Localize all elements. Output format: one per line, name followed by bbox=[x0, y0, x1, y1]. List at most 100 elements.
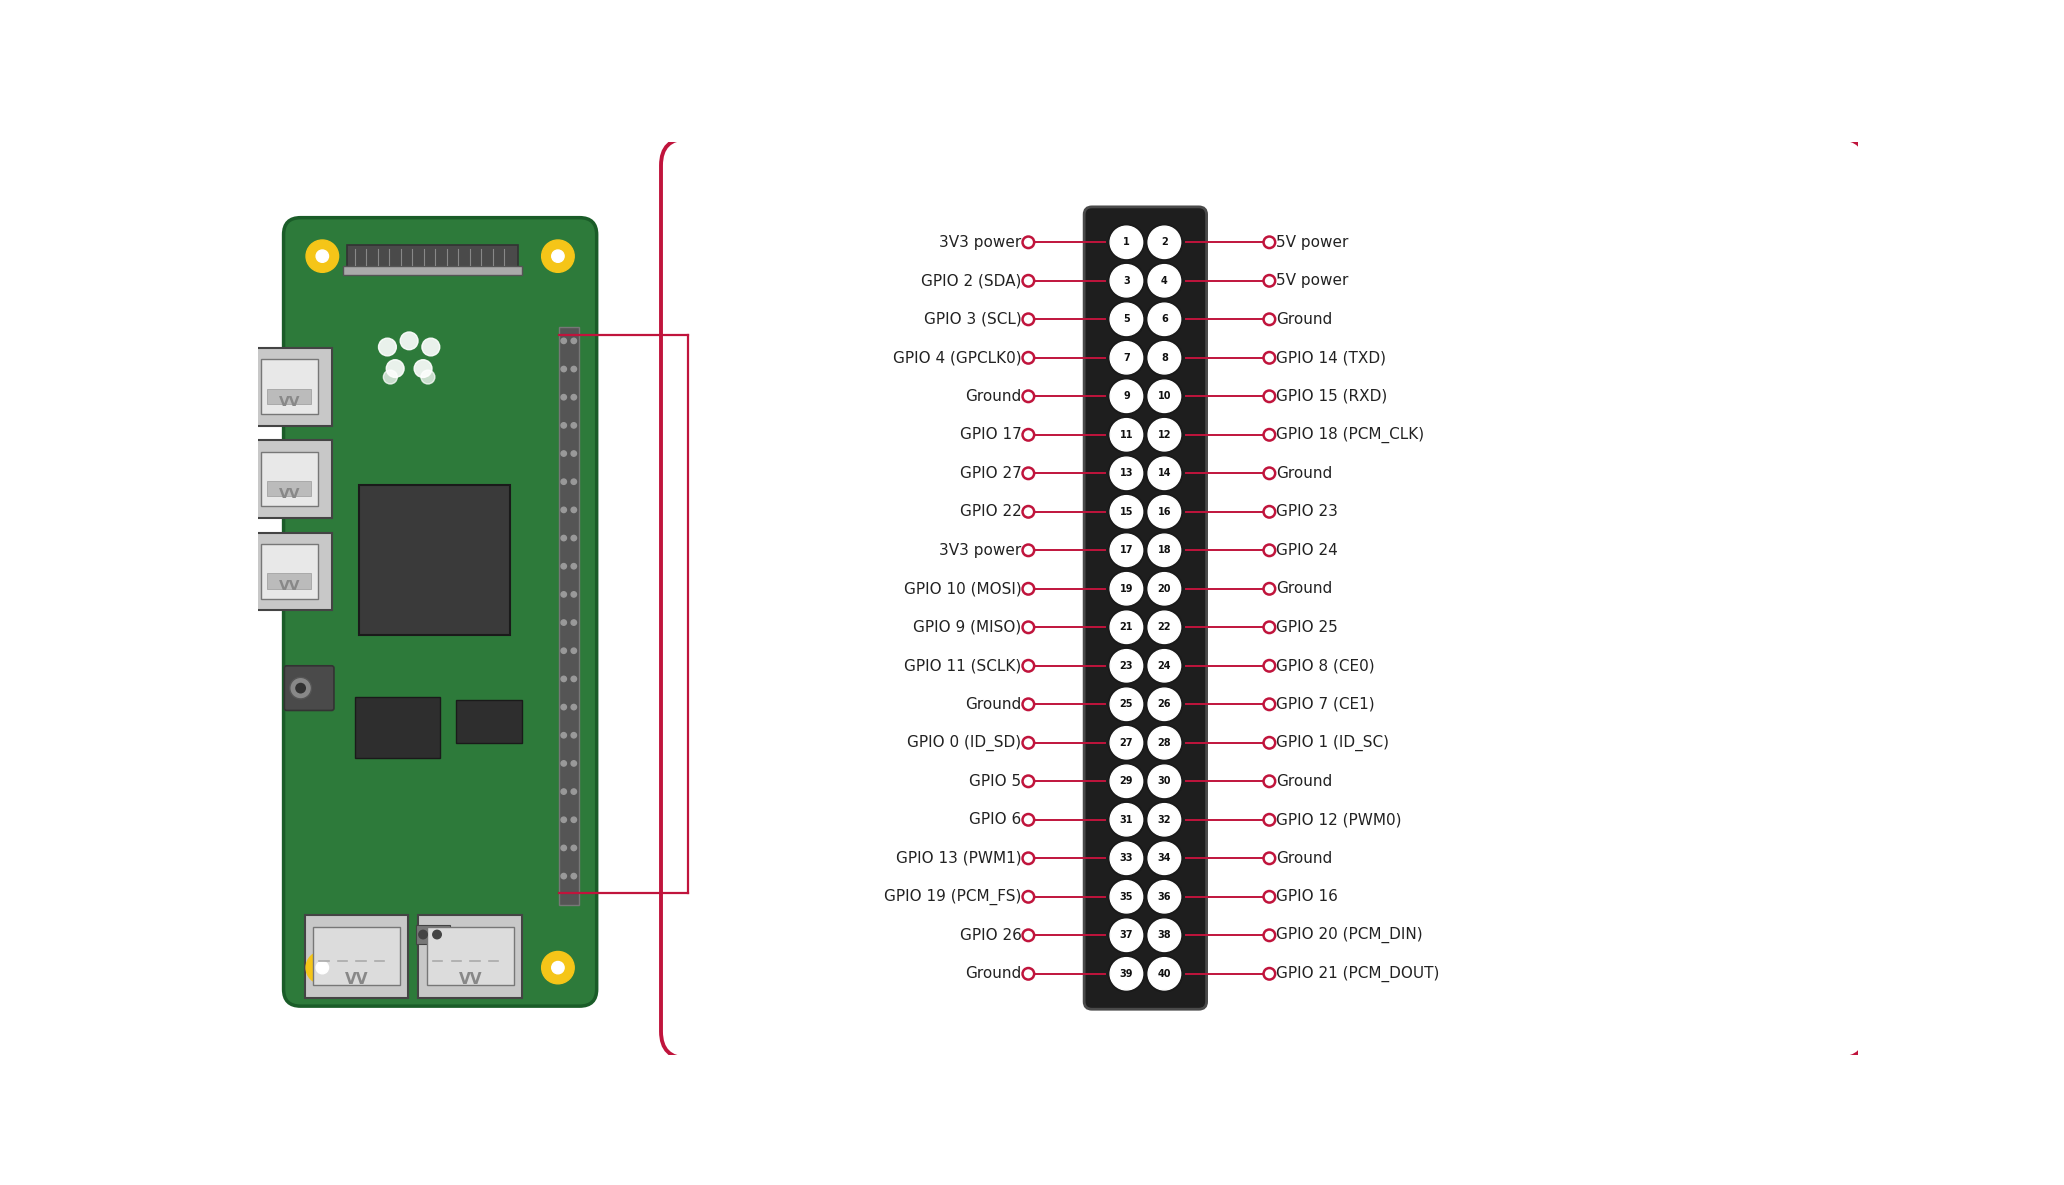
Circle shape bbox=[1022, 775, 1034, 787]
Circle shape bbox=[1148, 418, 1181, 451]
Text: 37: 37 bbox=[1119, 930, 1133, 941]
Text: 38: 38 bbox=[1158, 930, 1170, 941]
Text: GPIO 13 (PWM1): GPIO 13 (PWM1) bbox=[896, 851, 1022, 866]
Circle shape bbox=[1146, 417, 1183, 453]
Text: 3V3 power: 3V3 power bbox=[939, 543, 1022, 558]
Text: GPIO 3 (SCL): GPIO 3 (SCL) bbox=[923, 312, 1022, 327]
Circle shape bbox=[1146, 224, 1183, 261]
Text: GPIO 7 (CE1): GPIO 7 (CE1) bbox=[1276, 697, 1375, 712]
Text: GPIO 5: GPIO 5 bbox=[970, 774, 1022, 789]
Text: Ground: Ground bbox=[1276, 312, 1333, 327]
Circle shape bbox=[1108, 532, 1146, 569]
Circle shape bbox=[1110, 572, 1143, 606]
Circle shape bbox=[1110, 880, 1143, 912]
FancyBboxPatch shape bbox=[559, 327, 578, 904]
Circle shape bbox=[572, 845, 576, 851]
FancyBboxPatch shape bbox=[266, 389, 312, 404]
Circle shape bbox=[1108, 686, 1146, 723]
Circle shape bbox=[572, 423, 576, 428]
Circle shape bbox=[1148, 843, 1181, 875]
Text: GPIO 2 (SDA): GPIO 2 (SDA) bbox=[921, 274, 1022, 288]
Text: GPIO 4 (GPCLK0): GPIO 4 (GPCLK0) bbox=[894, 351, 1022, 365]
Circle shape bbox=[572, 732, 576, 738]
Circle shape bbox=[1148, 341, 1181, 374]
Circle shape bbox=[1110, 303, 1143, 335]
Circle shape bbox=[1110, 341, 1143, 374]
Circle shape bbox=[1022, 429, 1034, 441]
Circle shape bbox=[1108, 725, 1146, 761]
Circle shape bbox=[1022, 468, 1034, 479]
FancyBboxPatch shape bbox=[250, 440, 332, 518]
Text: 1: 1 bbox=[1123, 237, 1129, 248]
Text: VV: VV bbox=[279, 579, 301, 594]
Circle shape bbox=[1108, 378, 1146, 415]
Text: 26: 26 bbox=[1158, 699, 1170, 710]
Circle shape bbox=[1108, 494, 1146, 530]
Text: Ground: Ground bbox=[1276, 582, 1333, 596]
Text: 33: 33 bbox=[1119, 853, 1133, 864]
Circle shape bbox=[561, 789, 566, 794]
Circle shape bbox=[1146, 301, 1183, 338]
Circle shape bbox=[1146, 571, 1183, 607]
Text: 19: 19 bbox=[1119, 584, 1133, 594]
Text: 29: 29 bbox=[1119, 776, 1133, 787]
Circle shape bbox=[1108, 609, 1146, 646]
Text: Ground: Ground bbox=[966, 966, 1022, 981]
Circle shape bbox=[1110, 611, 1143, 643]
Text: GPIO 15 (RXD): GPIO 15 (RXD) bbox=[1276, 389, 1387, 404]
Circle shape bbox=[1263, 852, 1276, 864]
Text: 14: 14 bbox=[1158, 468, 1170, 479]
Text: 4: 4 bbox=[1160, 276, 1168, 286]
Circle shape bbox=[1108, 224, 1146, 261]
Circle shape bbox=[572, 873, 576, 879]
FancyBboxPatch shape bbox=[262, 451, 318, 506]
Circle shape bbox=[1108, 956, 1146, 992]
Circle shape bbox=[1146, 455, 1183, 492]
Circle shape bbox=[561, 761, 566, 767]
Circle shape bbox=[1148, 611, 1181, 643]
Text: GPIO 1 (ID_SC): GPIO 1 (ID_SC) bbox=[1276, 735, 1389, 751]
Text: GPIO 21 (PCM_DOUT): GPIO 21 (PCM_DOUT) bbox=[1276, 966, 1441, 982]
Circle shape bbox=[1146, 532, 1183, 569]
Circle shape bbox=[1148, 957, 1181, 989]
Circle shape bbox=[1146, 763, 1183, 800]
Circle shape bbox=[1108, 802, 1146, 838]
Text: GPIO 26: GPIO 26 bbox=[960, 928, 1022, 943]
Circle shape bbox=[572, 479, 576, 485]
Circle shape bbox=[1022, 275, 1034, 287]
Circle shape bbox=[572, 366, 576, 372]
Circle shape bbox=[421, 338, 440, 356]
Circle shape bbox=[1108, 917, 1146, 954]
FancyBboxPatch shape bbox=[417, 925, 450, 943]
Text: Ground: Ground bbox=[1276, 851, 1333, 866]
FancyBboxPatch shape bbox=[305, 915, 409, 998]
FancyBboxPatch shape bbox=[456, 700, 522, 743]
Circle shape bbox=[1022, 545, 1034, 556]
Circle shape bbox=[1146, 879, 1183, 915]
Circle shape bbox=[572, 789, 576, 794]
Circle shape bbox=[1022, 929, 1034, 941]
Circle shape bbox=[384, 370, 396, 384]
Circle shape bbox=[1263, 429, 1276, 441]
Circle shape bbox=[1110, 957, 1143, 989]
Circle shape bbox=[572, 704, 576, 710]
Circle shape bbox=[1108, 840, 1146, 877]
FancyBboxPatch shape bbox=[266, 481, 312, 497]
Circle shape bbox=[561, 648, 566, 653]
Circle shape bbox=[1146, 494, 1183, 530]
Circle shape bbox=[572, 564, 576, 569]
Circle shape bbox=[1146, 802, 1183, 838]
Circle shape bbox=[1110, 649, 1143, 683]
Circle shape bbox=[561, 507, 566, 513]
Text: GPIO 9 (MISO): GPIO 9 (MISO) bbox=[912, 620, 1022, 635]
Circle shape bbox=[551, 250, 563, 262]
Circle shape bbox=[1148, 226, 1181, 258]
Circle shape bbox=[1110, 920, 1143, 952]
Circle shape bbox=[433, 930, 442, 939]
Circle shape bbox=[1108, 455, 1146, 492]
Circle shape bbox=[1110, 226, 1143, 258]
Text: GPIO 8 (CE0): GPIO 8 (CE0) bbox=[1276, 659, 1375, 673]
Circle shape bbox=[572, 677, 576, 681]
Circle shape bbox=[1108, 571, 1146, 607]
Circle shape bbox=[1146, 956, 1183, 992]
